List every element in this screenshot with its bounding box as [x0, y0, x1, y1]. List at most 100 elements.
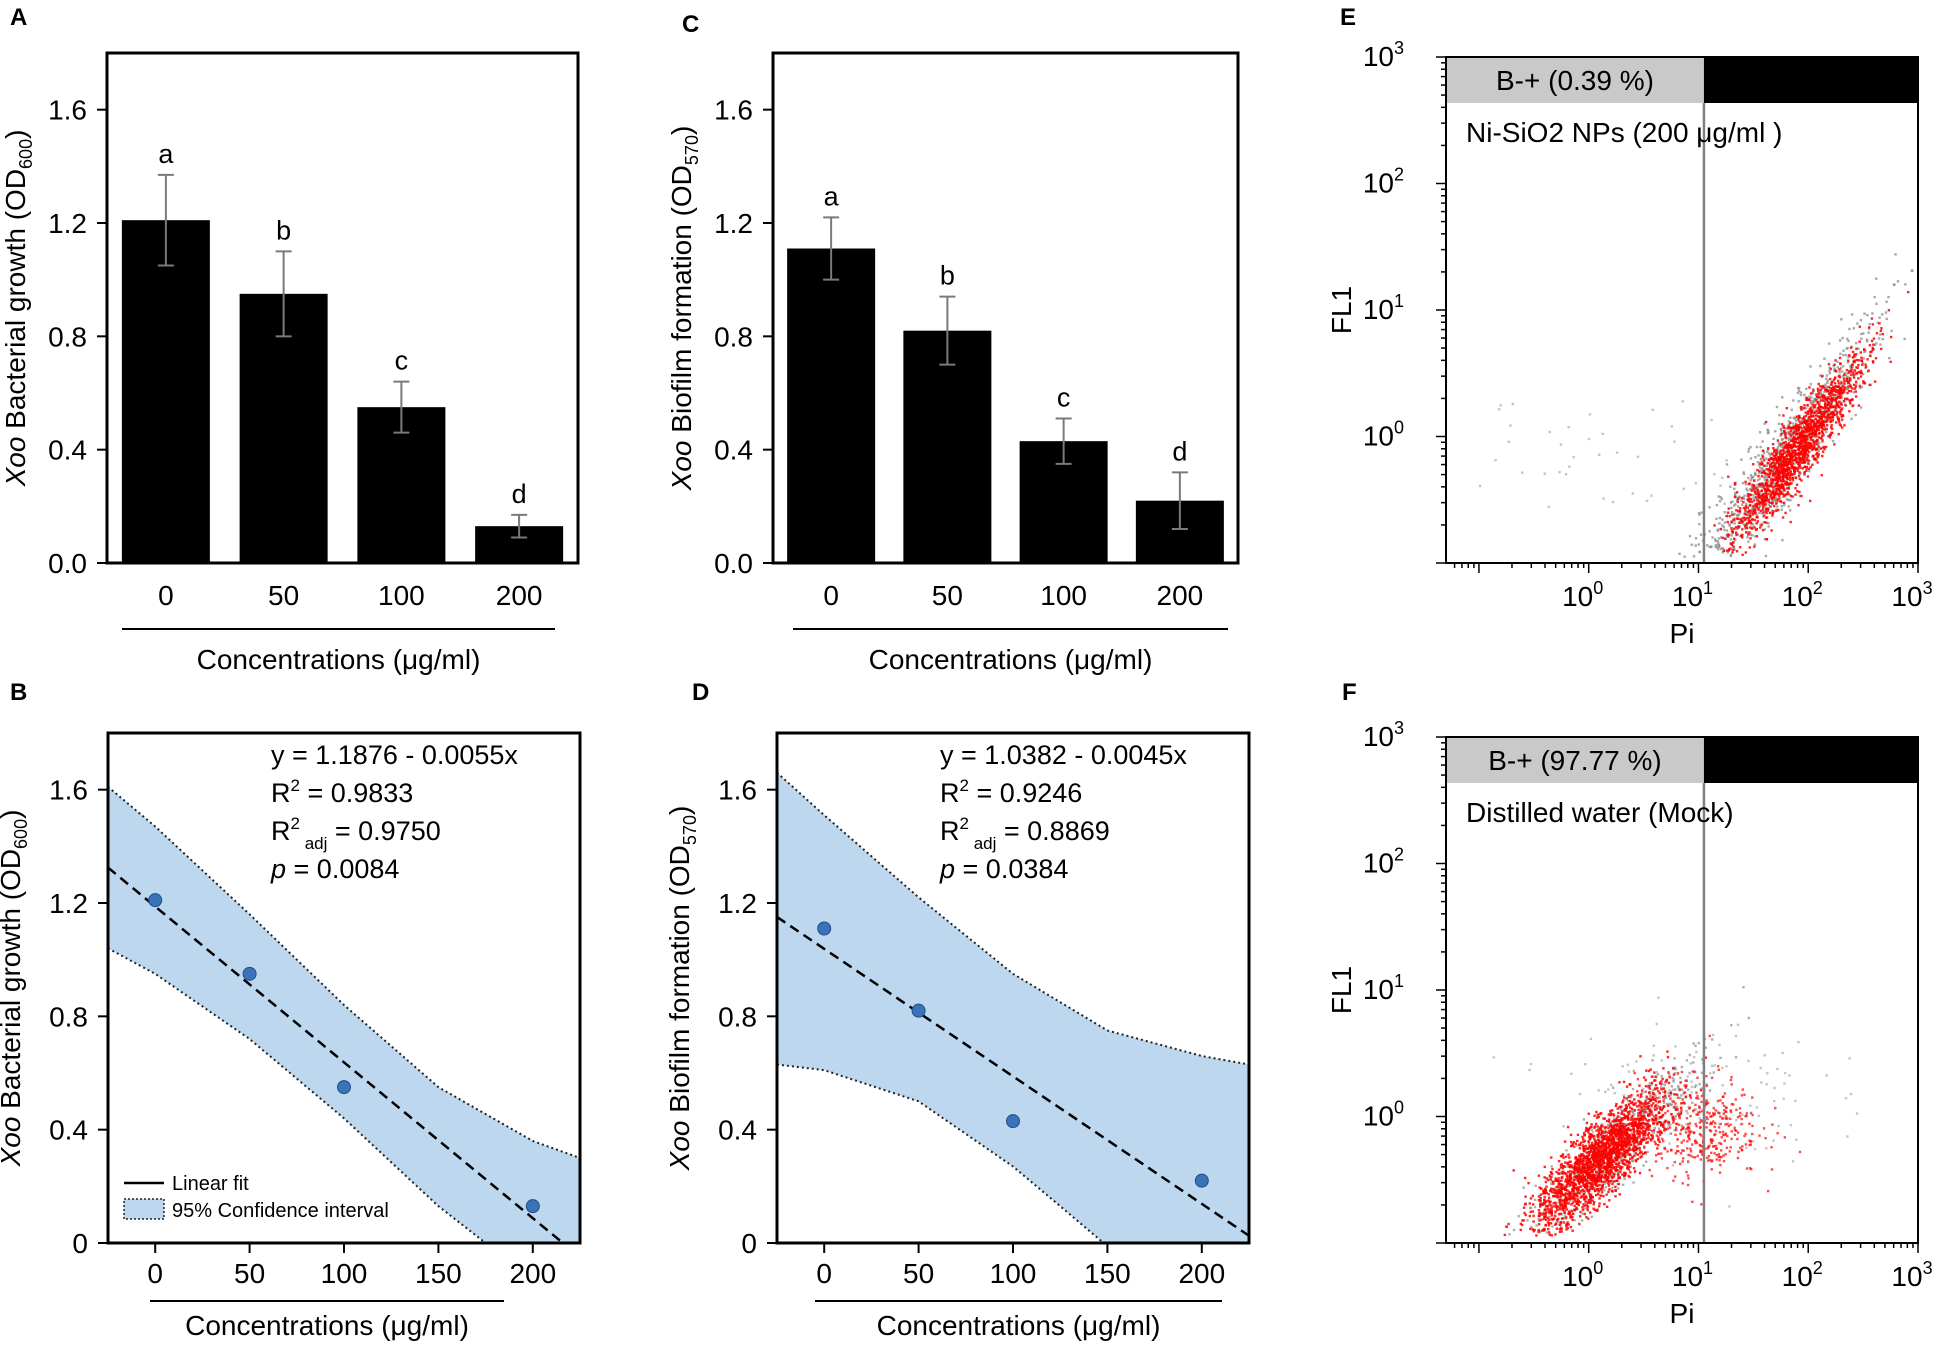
event-dot — [1788, 444, 1791, 447]
tick-base: 10 — [1363, 421, 1394, 452]
event-dot — [1604, 1150, 1608, 1153]
event-dot — [1769, 454, 1772, 457]
event-dot — [1614, 1185, 1617, 1189]
event-dot — [1589, 1194, 1592, 1198]
event-dot — [1574, 1198, 1577, 1201]
event-dot — [1668, 1076, 1671, 1079]
r2adj-superscript: 2 — [291, 814, 300, 833]
event-dot — [1784, 461, 1787, 464]
event-dot — [1547, 1193, 1550, 1196]
event-dot — [1694, 1044, 1697, 1048]
event-dot — [1819, 447, 1823, 450]
event-dot — [1630, 1110, 1634, 1113]
event-dot — [1537, 1208, 1541, 1212]
event-dot — [1792, 431, 1795, 435]
event-dot — [1619, 1166, 1622, 1170]
event-dot — [1840, 396, 1843, 399]
event-dot — [1587, 1191, 1590, 1194]
event-dot — [1762, 451, 1766, 455]
event-dot — [1537, 1174, 1541, 1177]
y-tick-label: 1.2 — [48, 208, 87, 239]
event-dot — [1585, 1196, 1588, 1199]
event-dot — [1755, 527, 1759, 531]
event-dot — [1621, 1159, 1624, 1163]
event-dot — [1658, 1140, 1661, 1143]
event-dot — [1805, 431, 1808, 434]
event-dot — [1632, 1141, 1636, 1144]
event-dot — [1631, 1122, 1634, 1126]
plot-area — [108, 786, 580, 1243]
event-dot — [1596, 1177, 1599, 1180]
event-dot — [1775, 487, 1778, 491]
event-dot — [1625, 1106, 1628, 1110]
event-dot — [1823, 396, 1826, 400]
event-dot — [1802, 425, 1806, 429]
event-dot — [1656, 1104, 1660, 1108]
event-dot — [1808, 386, 1811, 389]
event-dot — [1723, 521, 1727, 524]
event-dot — [1817, 382, 1820, 386]
event-dot — [1588, 1167, 1591, 1171]
event-dot — [1849, 402, 1852, 405]
event-dot — [1878, 316, 1881, 319]
event-dot — [1548, 1215, 1552, 1218]
event-dot — [1715, 503, 1719, 507]
event-dot — [1607, 1136, 1611, 1139]
xlabel-unit: (μg/ml) — [1057, 644, 1152, 675]
event-dot — [1654, 1142, 1657, 1146]
event-dot — [1781, 474, 1785, 477]
event-dot — [1558, 1201, 1562, 1204]
event-dot — [1618, 1193, 1622, 1196]
event-dot — [1785, 492, 1788, 496]
event-dot — [1494, 459, 1497, 462]
event-dot — [1748, 500, 1751, 503]
event-dot — [1583, 1165, 1586, 1169]
x-tick-label: 100 — [990, 1258, 1037, 1289]
event-dot — [1575, 1207, 1578, 1210]
event-dot — [1826, 414, 1829, 418]
event-dot — [1747, 476, 1750, 480]
event-dot — [1778, 486, 1782, 489]
event-dot — [1610, 1160, 1614, 1163]
event-dot — [1830, 389, 1834, 392]
event-dot — [1817, 395, 1820, 399]
event-dot — [1768, 460, 1772, 463]
event-dot — [1527, 1181, 1530, 1185]
event-dot — [1816, 424, 1820, 428]
event-dot — [1560, 1191, 1563, 1194]
event-dot — [1716, 529, 1720, 532]
event-dot — [1499, 404, 1502, 407]
r2-label: R — [271, 778, 291, 808]
event-dot — [1795, 428, 1798, 432]
event-dot — [1581, 1190, 1584, 1193]
event-dot — [1551, 1167, 1554, 1171]
event-dot — [1808, 499, 1812, 503]
event-dot — [1785, 474, 1789, 477]
event-dot — [1708, 1089, 1712, 1092]
event-dot — [1822, 424, 1826, 427]
event-dot — [1751, 483, 1754, 487]
event-dot — [1528, 1202, 1532, 1205]
event-dot — [1861, 362, 1865, 365]
event-dot — [1767, 475, 1771, 479]
x-tick-label-10e2: 102 — [1782, 578, 1823, 612]
event-dot — [1638, 1136, 1642, 1140]
event-dot — [1818, 403, 1821, 406]
event-dot — [1647, 1132, 1651, 1135]
event-dot — [1800, 440, 1803, 443]
event-dot — [1843, 379, 1846, 383]
event-dot — [1821, 425, 1824, 429]
event-dot — [1806, 410, 1810, 413]
event-dot — [1620, 1166, 1624, 1169]
event-dot — [1672, 1066, 1675, 1070]
event-dot — [1589, 1198, 1592, 1201]
event-dot — [1796, 462, 1800, 466]
event-dot — [1796, 489, 1799, 493]
event-dot — [1631, 1114, 1634, 1118]
event-dot — [1550, 1175, 1553, 1179]
event-dot — [1847, 355, 1850, 359]
event-dot — [1771, 470, 1775, 473]
event-dot — [1797, 424, 1800, 427]
event-dot — [1593, 1134, 1596, 1138]
event-dot — [1560, 1170, 1564, 1173]
